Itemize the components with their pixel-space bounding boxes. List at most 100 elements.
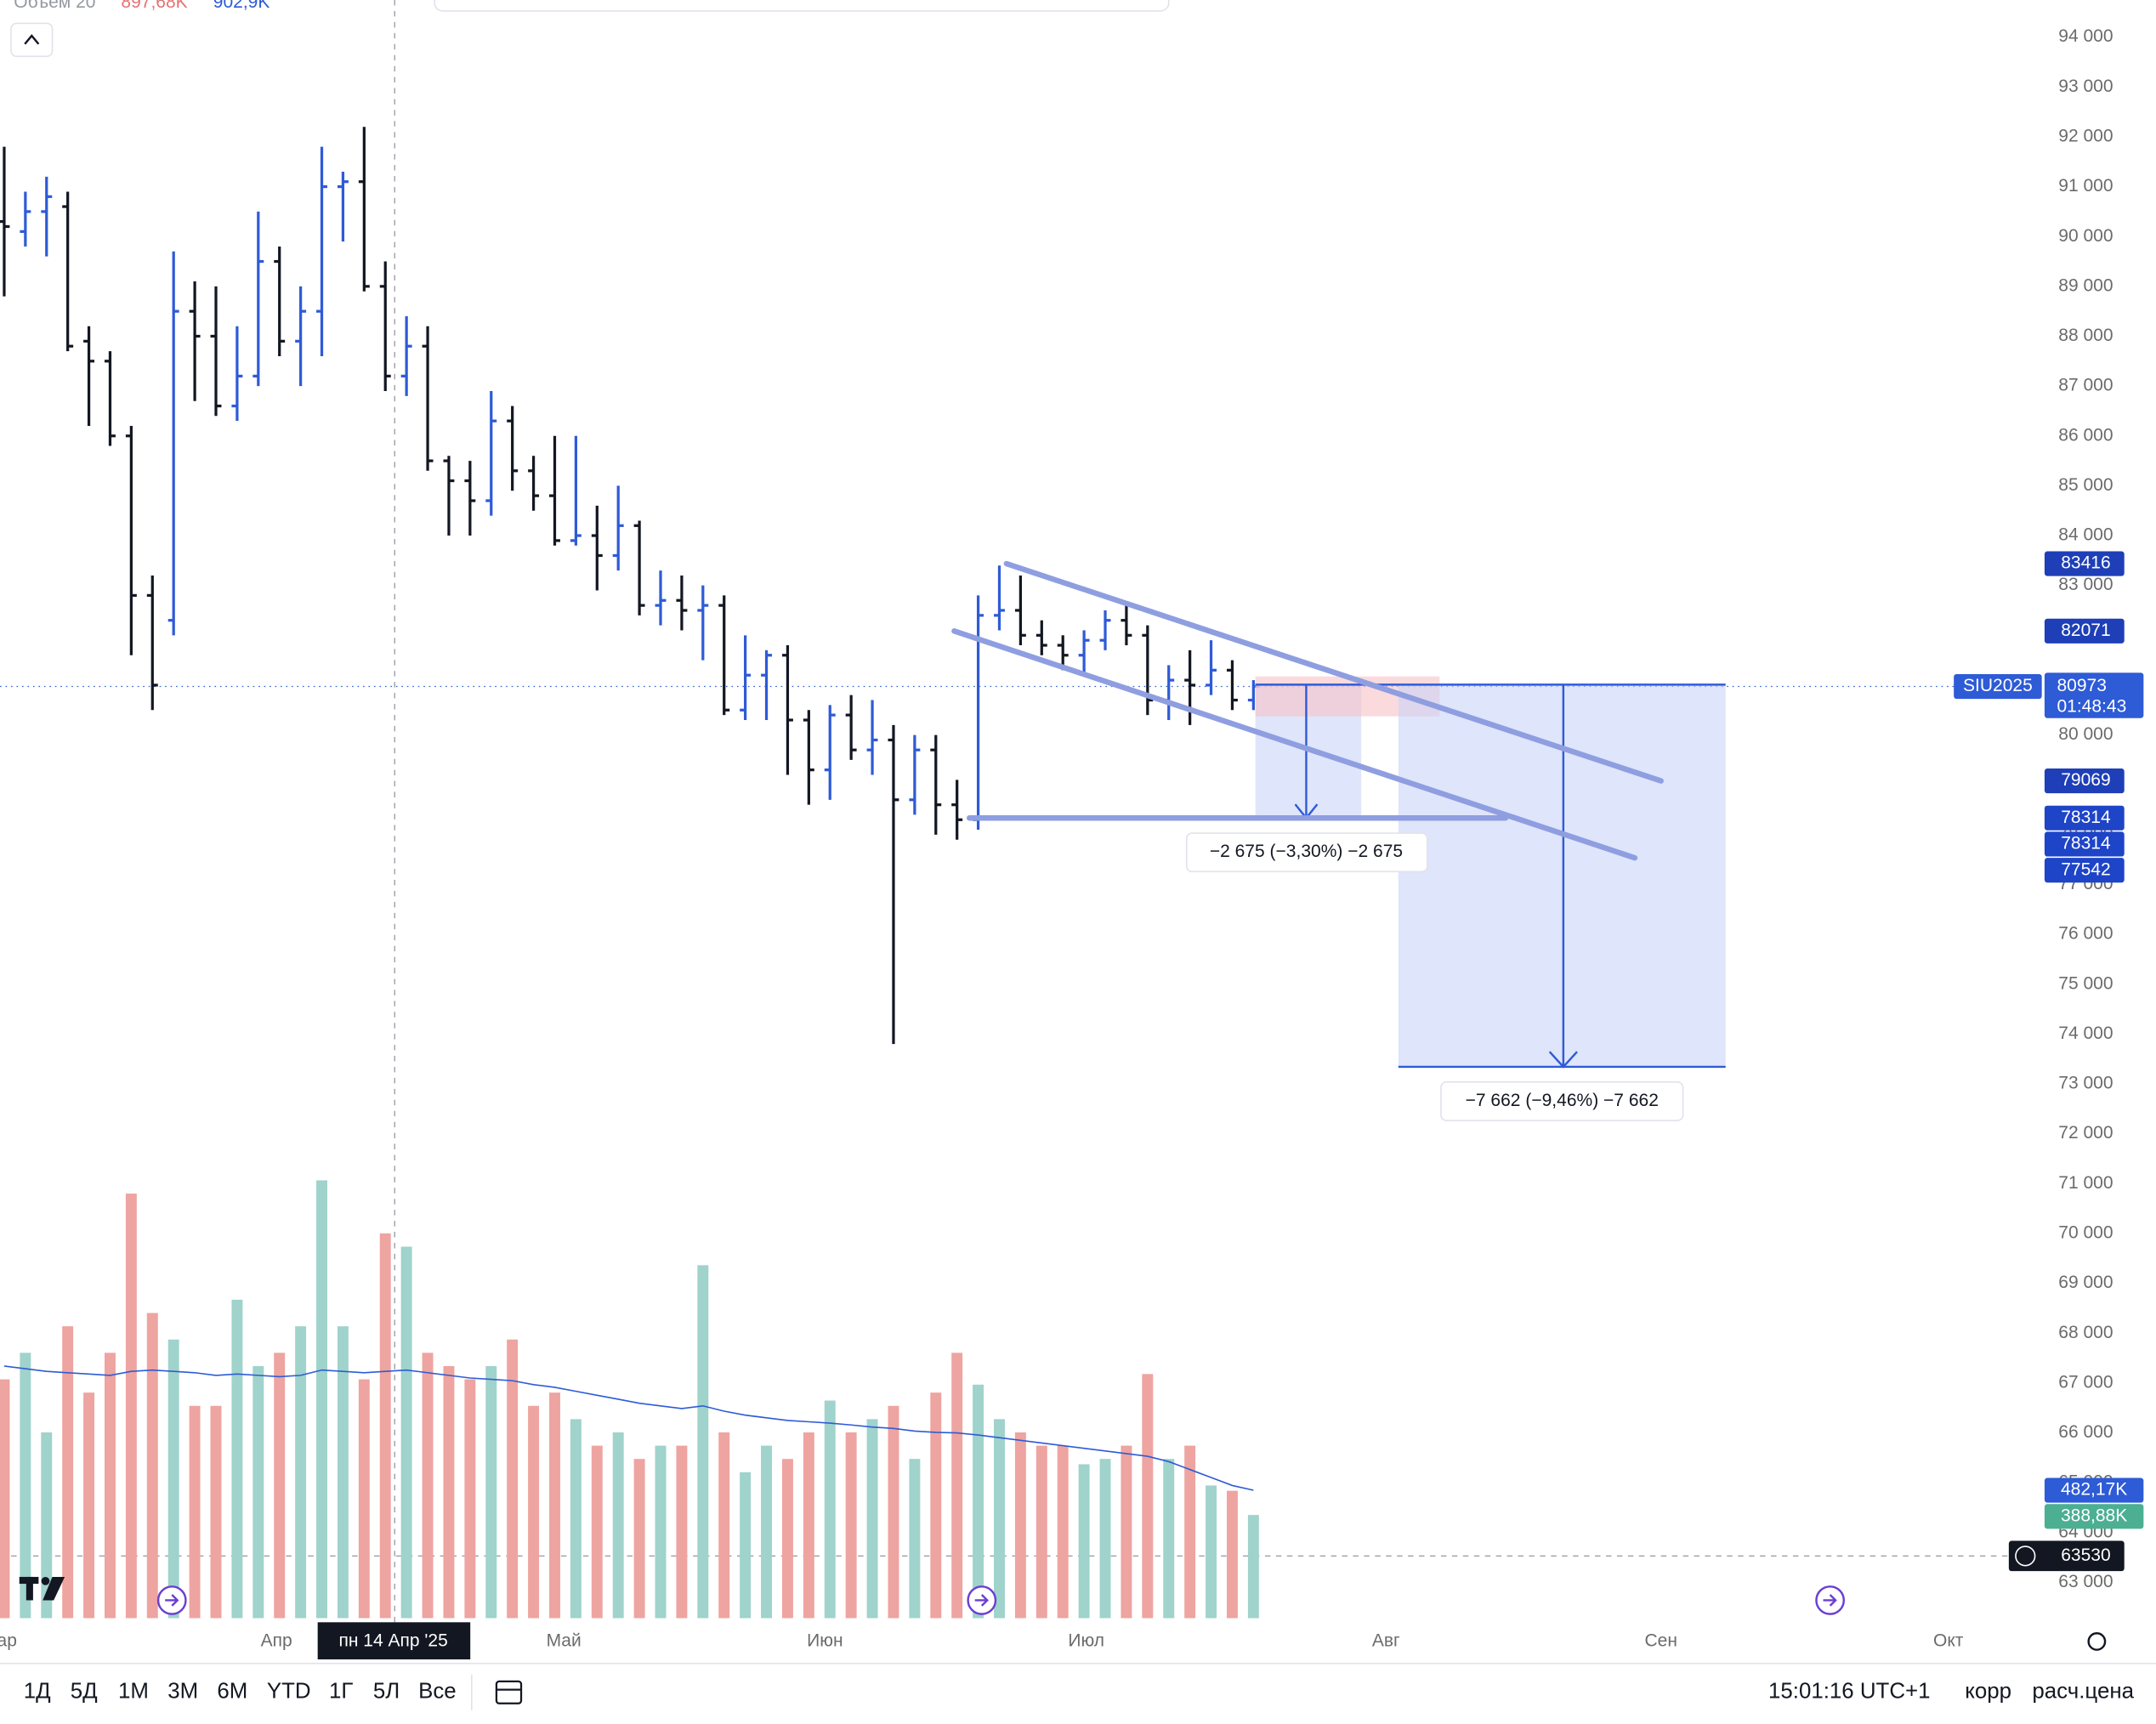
volume-bar (1057, 1445, 1069, 1619)
x-tick-label: Сен (1644, 1631, 1677, 1651)
collapse-icon (24, 34, 40, 45)
volume-bar (295, 1326, 307, 1619)
volume-bar (549, 1392, 560, 1619)
volume-bar (105, 1353, 116, 1619)
volume-bar (485, 1365, 497, 1619)
volume-bar (1035, 1445, 1047, 1619)
x-tick-label: ар (0, 1631, 17, 1651)
y-tick-label: 83 000 (2058, 575, 2113, 594)
volume-bar (1078, 1464, 1090, 1619)
volume-bar (951, 1353, 963, 1619)
event-arrow (1823, 1594, 1837, 1607)
target-box (1398, 684, 1726, 1067)
symbol-badge (1954, 673, 2042, 700)
volume-bar (1099, 1459, 1111, 1619)
y-tick-label: 69 000 (2058, 1273, 2113, 1292)
volume-bar (740, 1472, 752, 1619)
range-button[interactable]: 1М (118, 1680, 149, 1704)
volume-bar (655, 1445, 667, 1619)
volume-bar (252, 1365, 264, 1619)
volume-bar (167, 1339, 179, 1619)
y-tick-label: 74 000 (2058, 1024, 2113, 1043)
price-badge (2044, 768, 2125, 794)
volume-bar (464, 1379, 476, 1619)
volume-bar (0, 1379, 10, 1619)
volume-bar (803, 1432, 814, 1619)
y-tick-label: 88 000 (2058, 326, 2113, 345)
volume-bar (761, 1445, 773, 1619)
last-price-badge (2044, 672, 2144, 718)
measure-box (1440, 1080, 1684, 1121)
volume-bar (189, 1405, 201, 1619)
y-tick-label: 89 000 (2058, 275, 2113, 295)
volume-bar (41, 1432, 53, 1619)
range-button[interactable]: 3М (167, 1680, 198, 1704)
price-badge-label: 82071 (2061, 621, 2110, 640)
range-button[interactable]: 6М (217, 1680, 247, 1704)
price-badge (2044, 618, 2125, 644)
volume-bar (358, 1379, 370, 1619)
settlement-toggle[interactable]: расч.цена (2032, 1680, 2134, 1704)
add-icon[interactable] (2015, 1545, 2036, 1567)
symbol-label: SIU2025 (1963, 676, 2033, 695)
settings-icon[interactable] (2087, 1632, 2107, 1651)
adjust-toggle[interactable]: корр (1965, 1680, 2011, 1704)
volume-bar (1206, 1485, 1217, 1619)
measure-box (1185, 832, 1428, 873)
volume-bar (1121, 1445, 1132, 1619)
volume-bar (697, 1265, 709, 1619)
range-button[interactable]: 5Л (373, 1680, 400, 1704)
volume-badge (2044, 1504, 2144, 1529)
volume-bar (973, 1384, 984, 1619)
volume-bar (337, 1326, 349, 1619)
measure-label: −2 675 (−3,30%) −2 675 (1210, 842, 1403, 861)
volume-bar (845, 1432, 857, 1619)
volume-bar (210, 1405, 222, 1619)
volume-bar (1184, 1445, 1196, 1619)
volume-bar (1163, 1459, 1175, 1619)
y-tick-label: 80 000 (2058, 724, 2113, 744)
price-badge-label: 79069 (2061, 770, 2110, 790)
y-tick-label: 85 000 (2058, 475, 2113, 495)
clock[interactable]: 15:01:16 UTC+1 (1768, 1680, 1930, 1704)
price-badge (2044, 805, 2125, 831)
volume-bar (316, 1180, 327, 1619)
crosshair-badge (2008, 1540, 2125, 1572)
range-button[interactable]: 5Д (71, 1680, 98, 1704)
volume-bar (146, 1313, 158, 1619)
logo-part (26, 1576, 33, 1601)
y-tick-label: 76 000 (2058, 924, 2113, 944)
volume-bar (824, 1400, 836, 1619)
y-tick-label: 68 000 (2058, 1323, 2113, 1342)
measure-label: −7 662 (−9,46%) −7 662 (1466, 1091, 1659, 1110)
volume-bar (400, 1246, 412, 1619)
volume-bar (612, 1432, 624, 1619)
volume-bar (443, 1365, 455, 1619)
volume-ma-line (3, 1365, 1254, 1491)
y-tick-label: 93 000 (2058, 77, 2113, 96)
range-button[interactable]: 1Д (24, 1680, 51, 1704)
y-tick-label: 86 000 (2058, 425, 2113, 445)
range-button[interactable]: Все (418, 1680, 457, 1704)
indicator-value: 897,68K (121, 0, 187, 12)
volume-bar (591, 1445, 603, 1619)
volume-bar (570, 1419, 582, 1619)
price-badge-label: 83416 (2061, 553, 2110, 573)
top-panel (434, 0, 1170, 12)
y-tick-label: 90 000 (2058, 226, 2113, 246)
indicator-name: Объем 20 (14, 0, 95, 12)
volume-bar (633, 1459, 645, 1619)
drawings: −2 675 (−3,30%) −2 675 −7 662 (−9,46%) −… (951, 560, 1726, 1121)
y-tick-label: 72 000 (2058, 1123, 2113, 1143)
countdown-label: 01:48:43 (2057, 696, 2126, 716)
x-tick-label: Окт (1933, 1631, 1964, 1651)
y-tick-label: 67 000 (2058, 1372, 2113, 1392)
y-tick-label: 73 000 (2058, 1074, 2113, 1093)
range-button[interactable]: 1Г (329, 1680, 353, 1704)
price-badge (2044, 551, 2125, 576)
calendar-icon[interactable] (495, 1680, 523, 1704)
range-button[interactable]: YTD (267, 1680, 311, 1704)
crosshair-date-badge (317, 1622, 471, 1659)
collapse-button[interactable] (10, 22, 54, 58)
